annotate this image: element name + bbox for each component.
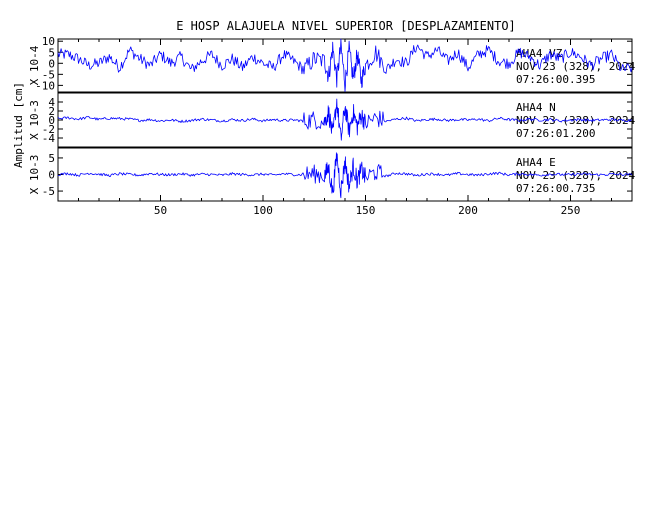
- y-tick-label: 2: [48, 105, 55, 118]
- x-axis: 50 100 150 200 250: [78, 39, 612, 217]
- station-info-line: 07:26:00.395: [516, 73, 595, 86]
- station-info-line: AHA4 N: [516, 101, 556, 114]
- station-info-line: 07:26:01.200: [516, 127, 595, 140]
- y-tick-label: 5: [48, 46, 55, 59]
- y-axis-label: Amplitud [cm]: [12, 82, 25, 168]
- station-info-line: AHA4 E: [516, 156, 556, 169]
- x-tick-label: 50: [154, 204, 167, 217]
- y-tick-label: 0: [48, 169, 55, 182]
- chart-title: E HOSP ALAJUELA NIVEL SUPERIOR [DESPLAZA…: [176, 19, 516, 33]
- waveform-trace-aha4-vz: [57, 38, 633, 92]
- x-tick-label: 200: [458, 204, 478, 217]
- y-tick-label: 0: [48, 57, 55, 70]
- x-tick-label: 150: [356, 204, 376, 217]
- scale-label: X 10-3: [28, 100, 41, 140]
- station-info-line: NOV 23 (328), 2024: [516, 114, 636, 127]
- y-tick-label: -4: [42, 132, 56, 145]
- y-tick-label: 10: [42, 35, 55, 48]
- station-info-line: 07:26:00.735: [516, 182, 595, 195]
- x-tick-label: 250: [561, 204, 581, 217]
- y-tick-label: -2: [42, 123, 55, 136]
- y-tick-label: -5: [42, 68, 55, 81]
- waveform-trace-aha4-n: [57, 98, 633, 141]
- y-tick-label: 5: [48, 152, 55, 165]
- waveform-trace-aha4-e: [57, 152, 633, 199]
- y-tick-label: -5: [42, 185, 55, 198]
- scale-label: X 10-4: [28, 45, 41, 85]
- x-tick-label: 100: [253, 204, 273, 217]
- y-tick-label: 4: [48, 96, 55, 109]
- scale-label: X 10-3: [28, 155, 41, 195]
- y-tick-label: 0: [48, 114, 55, 127]
- y-tick-label: -10: [35, 79, 55, 92]
